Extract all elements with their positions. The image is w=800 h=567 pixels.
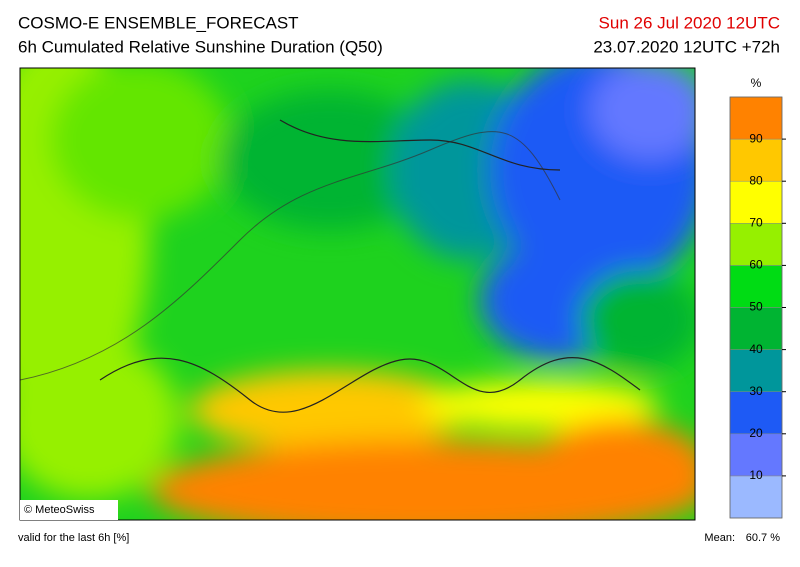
colorbar-tick-label: 40 <box>749 342 763 356</box>
subtitle: 6h Cumulated Relative Sunshine Duration … <box>18 37 383 56</box>
colorbar-tick-label: 10 <box>749 468 763 482</box>
map-frame <box>19 67 696 521</box>
mean-value: 60.7 % <box>746 532 780 544</box>
map <box>20 68 695 520</box>
valid-note: valid for the last 6h [%] <box>18 532 129 544</box>
colorbar-tick-label: 20 <box>749 426 763 440</box>
title: COSMO-E ENSEMBLE_FORECAST <box>18 13 299 32</box>
colorbar-tick-label: 70 <box>749 215 763 229</box>
colorbar-tick-label: 50 <box>749 300 763 314</box>
valid-date: Sun 26 Jul 2020 12UTC <box>599 13 780 32</box>
colorbar-tick-label: 30 <box>749 384 763 398</box>
colorbar-tick-label: 80 <box>749 173 763 187</box>
colorbar-segment <box>729 391 783 435</box>
credit-box <box>20 500 118 520</box>
colorbar: 10 20 30 40 50 60 70 80 90 <box>729 96 786 519</box>
mean-label: Mean: <box>704 532 735 544</box>
run-info: 23.07.2020 12UTC +72h <box>593 37 780 56</box>
colorbar-segment <box>729 307 783 350</box>
colorbar-unit: % <box>751 76 762 90</box>
colorbar-tick-label: 60 <box>749 258 763 272</box>
colorbar-segment <box>729 265 783 308</box>
colorbar-segment <box>729 349 783 392</box>
colorbar-segment <box>729 475 783 519</box>
credit: © MeteoSwiss <box>24 504 95 516</box>
colorbar-segment <box>729 96 783 140</box>
colorbar-segment <box>729 180 783 224</box>
colorbar-segment <box>729 138 783 182</box>
colorbar-tick-label: 90 <box>749 131 763 145</box>
